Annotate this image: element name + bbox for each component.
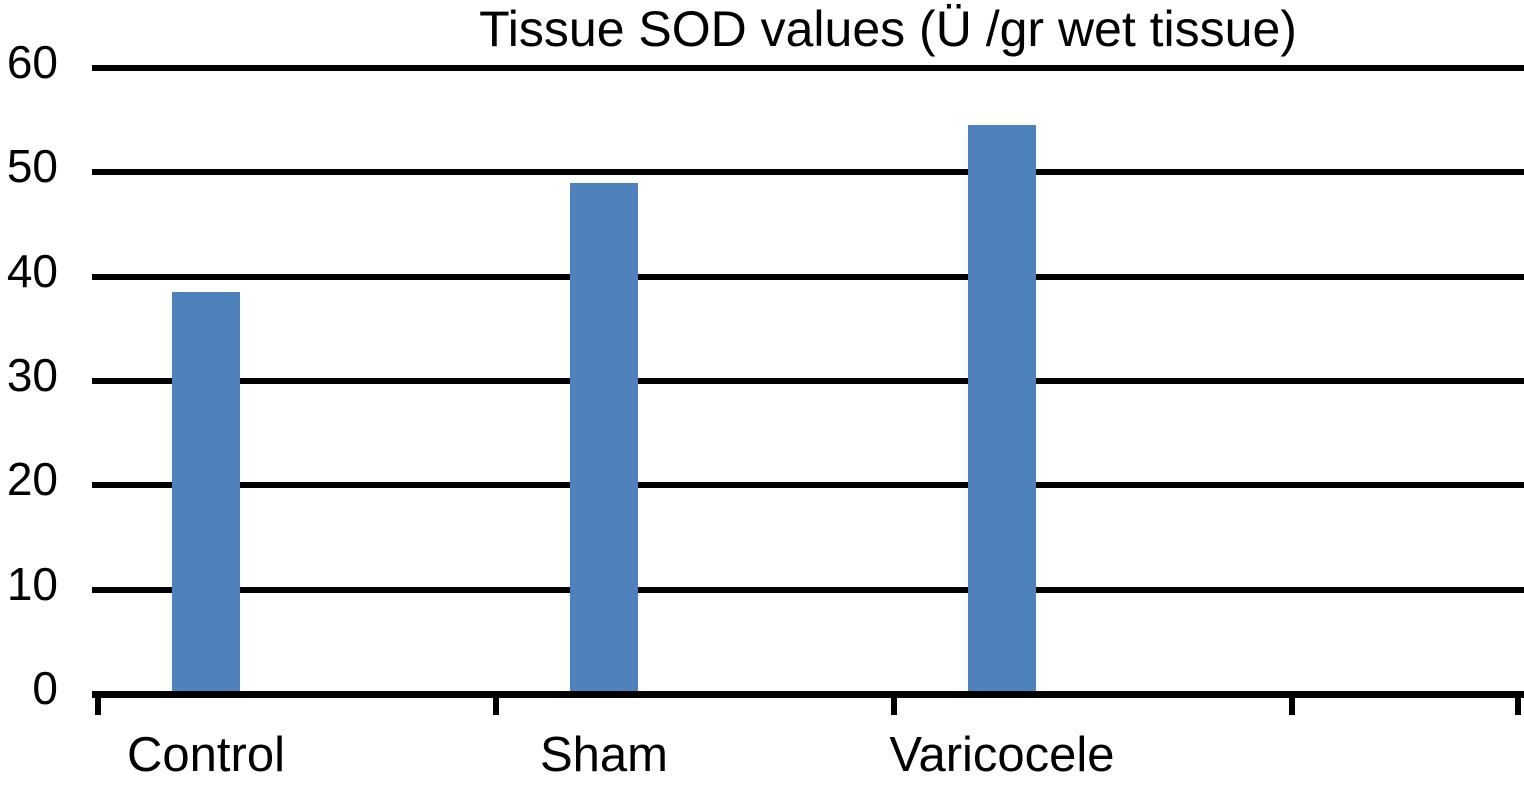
x-axis-tick: [1289, 694, 1295, 715]
y-tick-label-60: 60: [6, 36, 58, 88]
x-axis-line: [92, 691, 1524, 698]
x-tick-label-control: Control: [127, 728, 285, 782]
gridline-50: [92, 169, 1524, 176]
y-tick-label-0: 0: [32, 662, 58, 714]
y-tick-label-20: 20: [6, 453, 58, 506]
x-axis-tick: [891, 694, 897, 715]
chart-title: Tissue SOD values (Ü /gr wet tissue): [479, 1, 1297, 57]
y-tick-label-10: 10: [6, 557, 58, 610]
gridline-40: [92, 273, 1524, 280]
gridline-30: [92, 378, 1524, 384]
x-tick-label-varicocele: Varicocele: [889, 728, 1115, 782]
bar-varicocele: [968, 125, 1036, 694]
y-tick-label-50: 50: [6, 140, 58, 193]
x-axis-tick: [1515, 694, 1521, 715]
bar-control: [172, 292, 240, 694]
y-tick-label-30: 30: [6, 349, 58, 401]
gridline-20: [92, 482, 1524, 489]
gridline-60: [92, 65, 1524, 71]
gridline-10: [92, 586, 1524, 593]
x-tick-label-sham: Sham: [539, 728, 669, 782]
bar-sham: [570, 182, 638, 694]
y-tick-label-40: 40: [6, 244, 58, 297]
x-axis-tick: [493, 694, 499, 715]
x-axis-tick: [95, 694, 101, 715]
